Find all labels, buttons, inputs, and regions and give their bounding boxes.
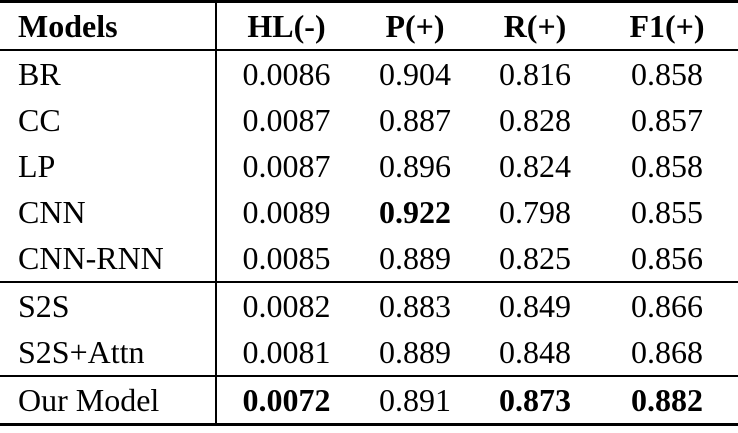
metric-value: 0.848 <box>474 329 596 377</box>
metric-value: 0.0087 <box>242 148 331 184</box>
table-row: CNN-RNN 0.0085 0.889 0.825 0.856 <box>0 235 738 283</box>
column-header-f1: F1(+) <box>596 1 738 51</box>
metric-value: 0.891 <box>379 382 451 418</box>
column-header-hl: HL(-) <box>216 1 356 51</box>
metric-value: 0.858 <box>631 56 703 92</box>
metric-value: 0.828 <box>499 102 571 138</box>
metric-value: 0.889 <box>356 235 474 283</box>
metric-value: 0.0089 <box>242 194 331 230</box>
metric-value: 0.883 <box>379 288 451 324</box>
metric-value: 0.824 <box>499 148 571 184</box>
column-header-p: P(+) <box>356 1 474 51</box>
metric-value: 0.857 <box>631 102 703 138</box>
model-name: S2S <box>0 282 217 329</box>
metric-value: 0.798 <box>499 194 571 230</box>
model-name: CC <box>0 97 217 143</box>
metric-value: 0.0072 <box>242 382 331 418</box>
metric-value: 0.0082 <box>242 288 331 324</box>
metric-value: 0.855 <box>631 194 703 230</box>
table-body: BR 0.0086 0.904 0.816 0.858 CC 0.0087 0.887 0.82… <box>0 50 738 425</box>
table-row: S2S 0.0082 0.883 0.849 0.866 <box>0 282 738 329</box>
metric-value: 0.866 <box>631 288 703 324</box>
model-name: LP <box>0 143 217 189</box>
model-name: S2S+Attn <box>0 329 217 377</box>
metric-value: 0.889 <box>356 329 474 377</box>
model-name: CNN <box>0 189 217 235</box>
metric-value: 0.896 <box>379 148 451 184</box>
model-name: Our Model <box>0 376 217 425</box>
metric-value: 0.858 <box>631 148 703 184</box>
metric-value: 0.0086 <box>242 56 331 92</box>
table-row: LP 0.0087 0.896 0.824 0.858 <box>0 143 738 189</box>
metric-value: 0.887 <box>379 102 451 138</box>
table-row: Our Model 0.0072 0.891 0.873 0.882 <box>0 376 738 425</box>
metric-value: 0.882 <box>631 382 703 418</box>
model-name: CNN-RNN <box>0 235 217 283</box>
metric-value: 0.868 <box>596 329 738 377</box>
metric-value: 0.904 <box>379 56 451 92</box>
metric-value: 0.0081 <box>216 329 356 377</box>
metric-value: 0.873 <box>499 382 571 418</box>
table-row: S2S+Attn 0.0081 0.889 0.848 0.868 <box>0 329 738 377</box>
metric-value: 0.816 <box>499 56 571 92</box>
model-name: BR <box>0 50 217 97</box>
column-header-r: R(+) <box>474 1 596 51</box>
metric-value: 0.922 <box>379 194 451 230</box>
column-header-models: Models <box>0 1 217 51</box>
metric-value: 0.0087 <box>242 102 331 138</box>
metric-value: 0.856 <box>596 235 738 283</box>
table-row: CNN 0.0089 0.922 0.798 0.855 <box>0 189 738 235</box>
metric-value: 0.849 <box>499 288 571 324</box>
metric-value: 0.0085 <box>216 235 356 283</box>
table-row: CC 0.0087 0.887 0.828 0.857 <box>0 97 738 143</box>
metric-value: 0.825 <box>474 235 596 283</box>
table-row: BR 0.0086 0.904 0.816 0.858 <box>0 50 738 97</box>
header-row: Models HL(-) P(+) R(+) F1(+) <box>0 1 738 51</box>
